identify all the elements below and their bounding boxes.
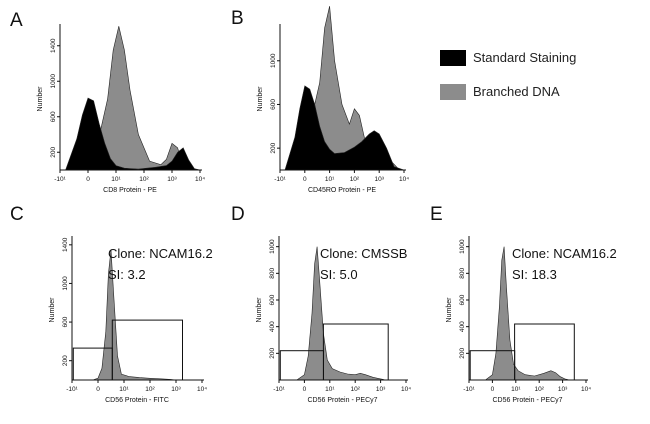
panel-d-y-tick-label: 1000 bbox=[269, 239, 276, 254]
panel-a-y-tick-label: 1000 bbox=[50, 74, 57, 89]
panel-a-x-tick-label: 10² bbox=[139, 176, 149, 183]
legend-label-branched: Branched DNA bbox=[473, 84, 560, 99]
panel-e-x-tick-label: 10² bbox=[534, 386, 544, 393]
panel-b-series-standard-staining bbox=[284, 85, 405, 171]
panel-e-y-tick-label: 200 bbox=[459, 348, 466, 359]
panel-e-x-tick-label: 0 bbox=[491, 386, 495, 393]
legend-swatch-branched bbox=[440, 84, 466, 100]
panel-d-clone-label: Clone: CMSSB bbox=[320, 246, 407, 261]
panel-d-y-tick-label: 600 bbox=[269, 294, 276, 305]
panel-letter-b: B bbox=[231, 8, 244, 29]
panel-b-x-tick-label: -10¹ bbox=[274, 176, 286, 183]
panel-e-x-axis-title: CD56 Protein - PECy7 bbox=[492, 397, 562, 404]
panel-b-x-axis-title: CD45RO Protein - PE bbox=[308, 187, 376, 194]
panel-c-x-tick-label: 10⁴ bbox=[197, 386, 207, 393]
panel-a-y-axis-title: Number bbox=[37, 86, 44, 112]
panel-c-y-tick-label: 1000 bbox=[62, 276, 69, 291]
panel-d-series-branched-dna bbox=[295, 246, 386, 381]
panel-c-gate-2 bbox=[111, 319, 183, 381]
panel-e: -10¹ 0 10¹ 10² 10³ 10⁴ 200 400 600 800 1000 CD56 Pr… bbox=[446, 236, 617, 404]
panel-d-y-axis-title: Number bbox=[256, 297, 263, 323]
panel-letter-d: D bbox=[231, 204, 245, 225]
legend-swatch-standard bbox=[440, 50, 466, 66]
panel-e-y-tick-label: 400 bbox=[459, 321, 466, 332]
panel-d: -10¹ 0 10¹ 10² 10³ 10⁴ 200 400 600 800 1000 CD56 Pr… bbox=[256, 236, 411, 404]
panel-a-x-tick-label: 10³ bbox=[167, 176, 177, 183]
panel-letter-c: C bbox=[10, 204, 24, 225]
panel-a-x-tick-label: -10¹ bbox=[54, 176, 66, 183]
panel-d-x-tick-label: 10¹ bbox=[325, 386, 335, 393]
panel-e-y-axis-title: Number bbox=[446, 297, 453, 323]
panel-e-series-branched-dna bbox=[484, 246, 570, 381]
panel-d-x-tick-label: 10⁴ bbox=[401, 386, 411, 393]
panel-b-y-tick-label: 1000 bbox=[270, 53, 277, 68]
panel-b-y-axis-title: Number bbox=[257, 86, 264, 112]
panel-d-y-tick-label: 800 bbox=[269, 268, 276, 279]
legend-label-standard: Standard Staining bbox=[473, 50, 576, 65]
panel-d-si-label: SI: 5.0 bbox=[320, 267, 358, 282]
panel-e-y-tick-label: 1000 bbox=[459, 239, 466, 254]
panel-a-y-tick-label: 1400 bbox=[50, 38, 57, 53]
panel-d-x-tick-label: 10³ bbox=[376, 386, 386, 393]
panel-e-clone-label: Clone: NCAM16.2 bbox=[512, 246, 617, 261]
panel-b-y-tick-label: 600 bbox=[270, 99, 277, 110]
panel-a-y-tick-label: 200 bbox=[50, 146, 57, 157]
panel-e-x-tick-label: 10³ bbox=[558, 386, 568, 393]
panel-c: -10¹ 0 10¹ 10² 10³ 10⁴ 200 600 1000 1400 CD56 Prot… bbox=[49, 236, 213, 404]
panel-d-y-tick-label: 200 bbox=[269, 348, 276, 359]
panel-b: -10¹ 0 10¹ 10² 10³ 10⁴ 200 600 1000 CD45RO Protei… bbox=[257, 6, 409, 194]
legend: Standard Staining Branched DNA bbox=[440, 50, 576, 100]
panel-c-y-tick-label: 200 bbox=[62, 355, 69, 366]
panel-e-x-tick-label: 10⁴ bbox=[581, 386, 591, 393]
panel-d-x-tick-label: 10² bbox=[350, 386, 360, 393]
panel-e-y-tick-label: 600 bbox=[459, 294, 466, 305]
panel-c-clone-label: Clone: NCAM16.2 bbox=[108, 246, 213, 261]
panel-b-x-tick-label: 10¹ bbox=[325, 176, 335, 183]
panel-letter-e: E bbox=[430, 204, 443, 225]
panel-e-si-label: SI: 18.3 bbox=[512, 267, 557, 282]
panel-e-gate-2 bbox=[514, 323, 575, 381]
panel-b-y-tick-label: 200 bbox=[270, 142, 277, 153]
panel-b-x-tick-label: 0 bbox=[303, 176, 307, 183]
panel-d-x-axis-title: CD56 Protein - PECy7 bbox=[307, 397, 377, 404]
panel-c-series-branched-dna bbox=[92, 249, 177, 381]
panel-a-y-tick-label: 600 bbox=[50, 111, 57, 122]
panel-a-x-axis-title: CD8 Protein - PE bbox=[103, 187, 157, 194]
panel-c-si-label: SI: 3.2 bbox=[108, 267, 146, 282]
panel-c-x-tick-label: 10² bbox=[145, 386, 155, 393]
panel-a-x-tick-label: 10¹ bbox=[111, 176, 121, 183]
panel-a-x-tick-label: 0 bbox=[86, 176, 90, 183]
panel-b-x-tick-label: 10³ bbox=[374, 176, 384, 183]
panel-b-x-tick-label: 10² bbox=[350, 176, 360, 183]
panel-e-y-tick-label: 800 bbox=[459, 268, 466, 279]
panel-c-y-tick-label: 1400 bbox=[62, 237, 69, 252]
panel-c-x-tick-label: 10³ bbox=[171, 386, 181, 393]
panel-c-y-axis-title: Number bbox=[49, 297, 56, 323]
panel-d-y-tick-label: 400 bbox=[269, 321, 276, 332]
panel-c-x-tick-label: 10¹ bbox=[119, 386, 129, 393]
panel-letter-a: A bbox=[10, 10, 23, 31]
panel-e-x-tick-label: 10¹ bbox=[511, 386, 521, 393]
panel-c-y-tick-label: 600 bbox=[62, 316, 69, 327]
panel-b-x-tick-label: 10⁴ bbox=[399, 176, 409, 183]
panel-a-series-standard-staining bbox=[65, 97, 201, 171]
panel-c-x-tick-label: 0 bbox=[96, 386, 100, 393]
panel-c-x-axis-title: CD56 Protein - FITC bbox=[105, 397, 169, 404]
panel-a-x-tick-label: 10⁴ bbox=[195, 176, 205, 183]
panel-c-x-tick-label: -10¹ bbox=[66, 386, 78, 393]
panel-d-x-tick-label: 0 bbox=[303, 386, 307, 393]
panel-e-x-tick-label: -10¹ bbox=[463, 386, 475, 393]
panel-a: -10¹ 0 10¹ 10² 10³ 10⁴ 200 600 1000 1400 CD8 Prote… bbox=[37, 24, 205, 194]
panel-d-x-tick-label: -10¹ bbox=[273, 386, 285, 393]
